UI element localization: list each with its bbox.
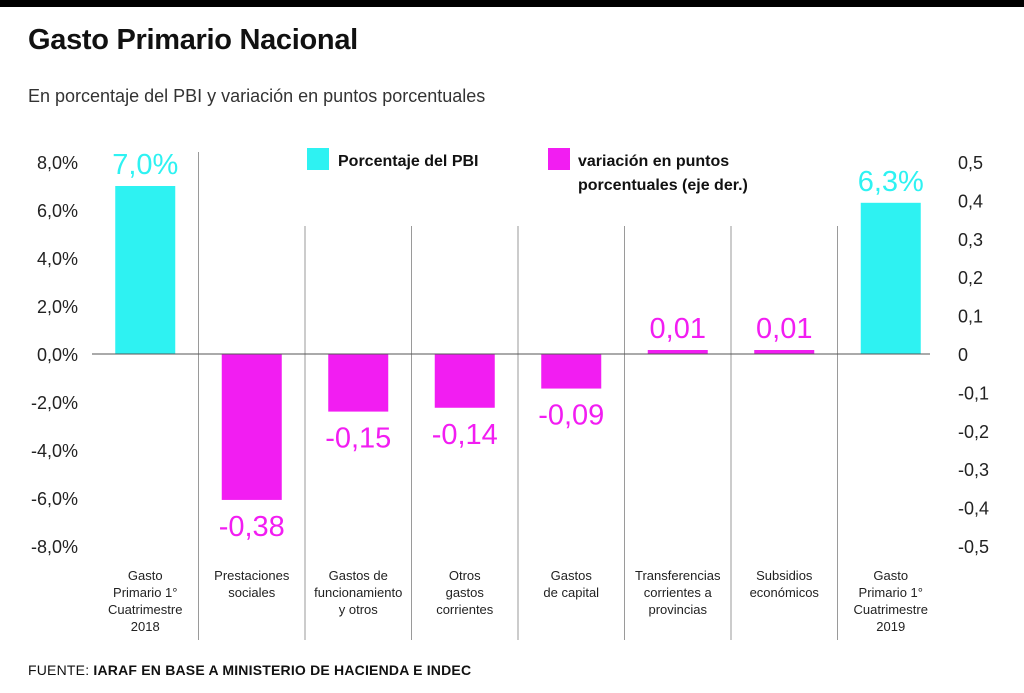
data-label: -0,15 (325, 423, 391, 455)
category-label: 2019 (876, 619, 905, 634)
bar-variation (221, 354, 282, 500)
bar-variation (434, 354, 495, 408)
chart-title: Gasto Primario Nacional (28, 24, 358, 56)
category-label: Primario 1° (859, 585, 923, 600)
left-axis-tick: -8,0% (31, 537, 78, 557)
left-axis-tick: -2,0% (31, 393, 78, 413)
legend-label-variation-line2: porcentuales (eje der.) (578, 177, 748, 194)
category-label: provincias (648, 602, 707, 617)
category-label: funcionamiento (314, 585, 402, 600)
left-axis-tick: -6,0% (31, 489, 78, 509)
right-axis-tick: 0,3 (958, 230, 983, 250)
bar-variation (541, 354, 602, 389)
category-label: gastos (446, 585, 485, 600)
left-axis-tick: -4,0% (31, 441, 78, 461)
legend-label-variation: variación en puntos (578, 153, 729, 170)
legend-swatch-variation (548, 148, 570, 170)
bar-variation (754, 350, 815, 354)
category-label: corrientes a (644, 585, 713, 600)
category-label: y otros (339, 602, 379, 617)
right-axis-tick: 0,1 (958, 307, 983, 327)
right-axis-tick: 0,2 (958, 268, 983, 288)
right-axis-tick: -0,4 (958, 499, 989, 519)
category-label: Subsidios (756, 568, 813, 583)
category-label: Prestaciones (214, 568, 290, 583)
left-axis-tick: 4,0% (37, 249, 78, 269)
legend-label-pbi: Porcentaje del PBI (338, 153, 479, 170)
right-axis-tick: -0,2 (958, 422, 989, 442)
category-label: 2018 (131, 619, 160, 634)
category-label: Otros (449, 568, 481, 583)
right-axis-tick: -0,5 (958, 537, 989, 557)
data-label: 6,3% (858, 166, 924, 198)
top-rule (0, 0, 1024, 7)
left-axis-tick: 0,0% (37, 345, 78, 365)
category-label: Gasto (873, 568, 908, 583)
data-label: -0,38 (219, 511, 285, 543)
data-label: 7,0% (112, 149, 178, 181)
category-label: Cuatrimestre (108, 602, 182, 617)
category-label: corrientes (436, 602, 494, 617)
data-label: 0,01 (650, 313, 706, 345)
category-label: económicos (750, 585, 820, 600)
category-label: sociales (228, 585, 275, 600)
category-label: de capital (543, 585, 599, 600)
category-label: Gastos (551, 568, 593, 583)
chart-subtitle: En porcentaje del PBI y variación en pun… (28, 86, 486, 106)
right-axis-tick: -0,3 (958, 460, 989, 480)
bar-pbi (860, 202, 921, 354)
source-text: IARAF EN BASE A MINISTERIO DE HACIENDA E… (93, 662, 472, 678)
category-label: Gastos de (329, 568, 388, 583)
bar-variation (328, 354, 389, 412)
right-axis-tick: 0,5 (958, 153, 983, 173)
left-axis-tick: 6,0% (37, 201, 78, 221)
data-label: -0,09 (538, 400, 604, 432)
category-label: Gasto (128, 568, 163, 583)
right-axis-tick: 0,4 (958, 191, 983, 211)
bar-variation (647, 350, 708, 354)
category-label: Cuatrimestre (854, 602, 928, 617)
legend-swatch-pbi (307, 148, 329, 170)
left-axis-tick: 8,0% (37, 153, 78, 173)
category-label: Primario 1° (113, 585, 177, 600)
right-axis-tick: -0,1 (958, 383, 989, 403)
left-axis-tick: 2,0% (37, 297, 78, 317)
category-label: Transferencias (635, 568, 721, 583)
bar-pbi (115, 186, 176, 354)
data-label: -0,14 (432, 419, 498, 451)
source-prefix: FUENTE: (28, 662, 94, 678)
data-label: 0,01 (756, 313, 812, 345)
source-note: FUENTE: IARAF EN BASE A MINISTERIO DE HA… (28, 662, 471, 678)
right-axis-tick: 0 (958, 345, 968, 365)
